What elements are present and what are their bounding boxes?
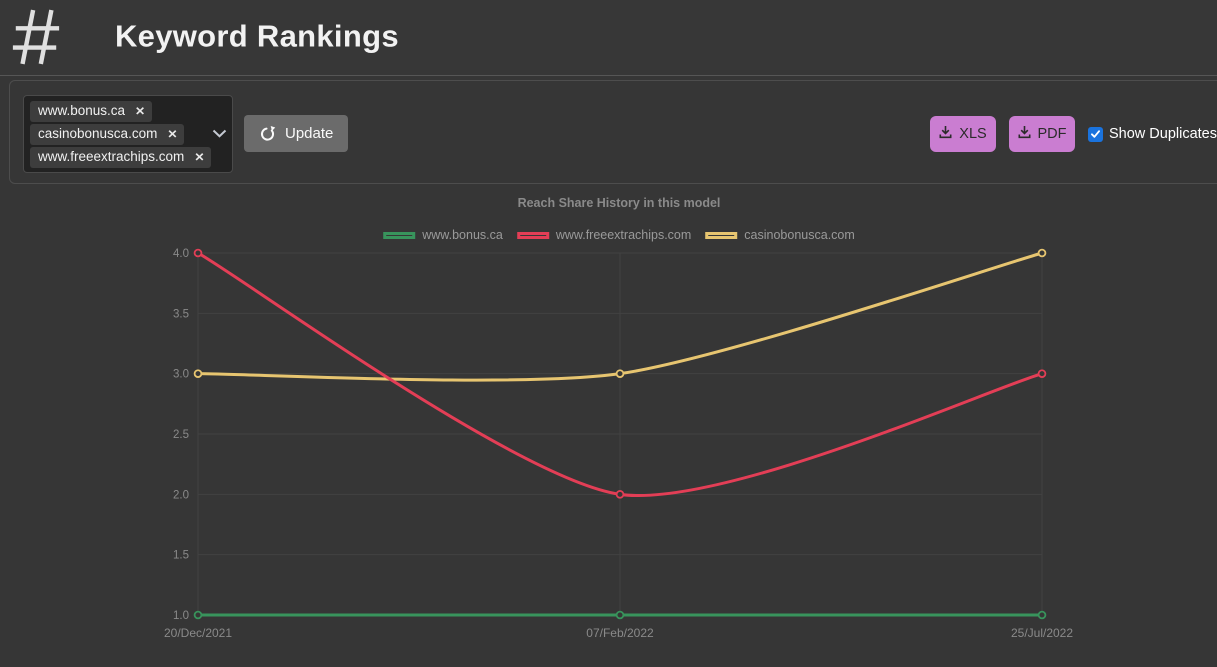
chart-legend: www.bonus.ca www.freeextrachips.com casino… bbox=[383, 228, 855, 242]
xls-button-label: XLS bbox=[959, 126, 987, 142]
svg-text:25/Jul/2022: 25/Jul/2022 bbox=[1011, 626, 1073, 640]
series-line-casinobonusca.com bbox=[193, 248, 1047, 382]
show-duplicates-control[interactable]: Show Duplicates bbox=[1088, 125, 1217, 143]
chevron-down-icon[interactable] bbox=[212, 125, 227, 143]
svg-text:07/Feb/2022: 07/Feb/2022 bbox=[586, 626, 654, 640]
xls-export-button[interactable]: XLS bbox=[930, 116, 996, 152]
selected-domain-label: casinobonusca.com bbox=[38, 126, 158, 141]
series-line-www.freeextrachips.com bbox=[193, 248, 1047, 499]
legend-item[interactable]: www.freeextrachips.com bbox=[516, 228, 692, 242]
svg-text:4.0: 4.0 bbox=[173, 248, 189, 260]
hash-logo-icon bbox=[12, 9, 60, 65]
legend-label: www.freeextrachips.com bbox=[555, 228, 692, 242]
series-line-www.bonus.ca bbox=[193, 610, 1047, 620]
legend-item[interactable]: casinobonusca.com bbox=[705, 228, 855, 242]
domain-multiselect[interactable]: www.bonus.ca ✕ casinobonusca.com ✕ www.freee… bbox=[23, 95, 233, 173]
x-axis-labels: 20/Dec/2021 07/Feb/2022 25/Jul/2022 bbox=[164, 626, 1073, 640]
svg-text:3.0: 3.0 bbox=[173, 369, 189, 381]
filter-panel: www.bonus.ca ✕ casinobonusca.com ✕ www.freee… bbox=[9, 80, 1217, 184]
selected-domain-tag: www.freeextrachips.com ✕ bbox=[30, 147, 212, 168]
y-axis-labels: 1.0 1.5 2.0 2.5 3.0 3.5 4.0 bbox=[173, 248, 189, 622]
show-duplicates-label: Show Duplicates bbox=[1109, 126, 1217, 142]
selected-domain-tag: www.bonus.ca ✕ bbox=[30, 101, 153, 122]
selected-domain-label: www.bonus.ca bbox=[38, 103, 126, 118]
legend-item[interactable]: www.bonus.ca bbox=[383, 228, 503, 242]
app-header: Keyword Rankings bbox=[0, 0, 1217, 76]
legend-swatch-icon bbox=[516, 231, 549, 239]
svg-text:1.0: 1.0 bbox=[173, 610, 189, 622]
selected-domain-tags: www.bonus.ca ✕ casinobonusca.com ✕ www.freee… bbox=[30, 101, 212, 168]
svg-text:1.5: 1.5 bbox=[173, 550, 189, 562]
update-button-label: Update bbox=[285, 125, 334, 142]
remove-tag-icon[interactable]: ✕ bbox=[167, 127, 178, 141]
legend-label: www.bonus.ca bbox=[422, 228, 503, 242]
update-button[interactable]: Update bbox=[244, 115, 349, 152]
selected-domain-label: www.freeextrachips.com bbox=[38, 149, 185, 164]
svg-text:3.5: 3.5 bbox=[173, 308, 189, 320]
remove-tag-icon[interactable]: ✕ bbox=[194, 150, 205, 164]
page-title: Keyword Rankings bbox=[115, 18, 399, 54]
show-duplicates-checkbox[interactable] bbox=[1088, 126, 1103, 142]
legend-swatch-icon bbox=[383, 231, 416, 239]
selected-domain-tag: casinobonusca.com ✕ bbox=[30, 124, 185, 145]
legend-label: casinobonusca.com bbox=[744, 228, 855, 242]
svg-text:2.5: 2.5 bbox=[173, 429, 189, 441]
remove-tag-icon[interactable]: ✕ bbox=[135, 104, 146, 118]
svg-text:20/Dec/2021: 20/Dec/2021 bbox=[164, 626, 232, 640]
download-icon bbox=[1018, 125, 1031, 143]
refresh-icon bbox=[259, 125, 276, 142]
pdf-export-button[interactable]: PDF bbox=[1009, 116, 1075, 152]
download-icon bbox=[939, 125, 952, 143]
svg-text:2.0: 2.0 bbox=[173, 489, 189, 501]
chart-title: Reach Share History in this model bbox=[517, 196, 721, 210]
pdf-button-label: PDF bbox=[1037, 126, 1067, 142]
grid-lines bbox=[197, 252, 1043, 616]
legend-swatch-icon bbox=[705, 231, 738, 239]
